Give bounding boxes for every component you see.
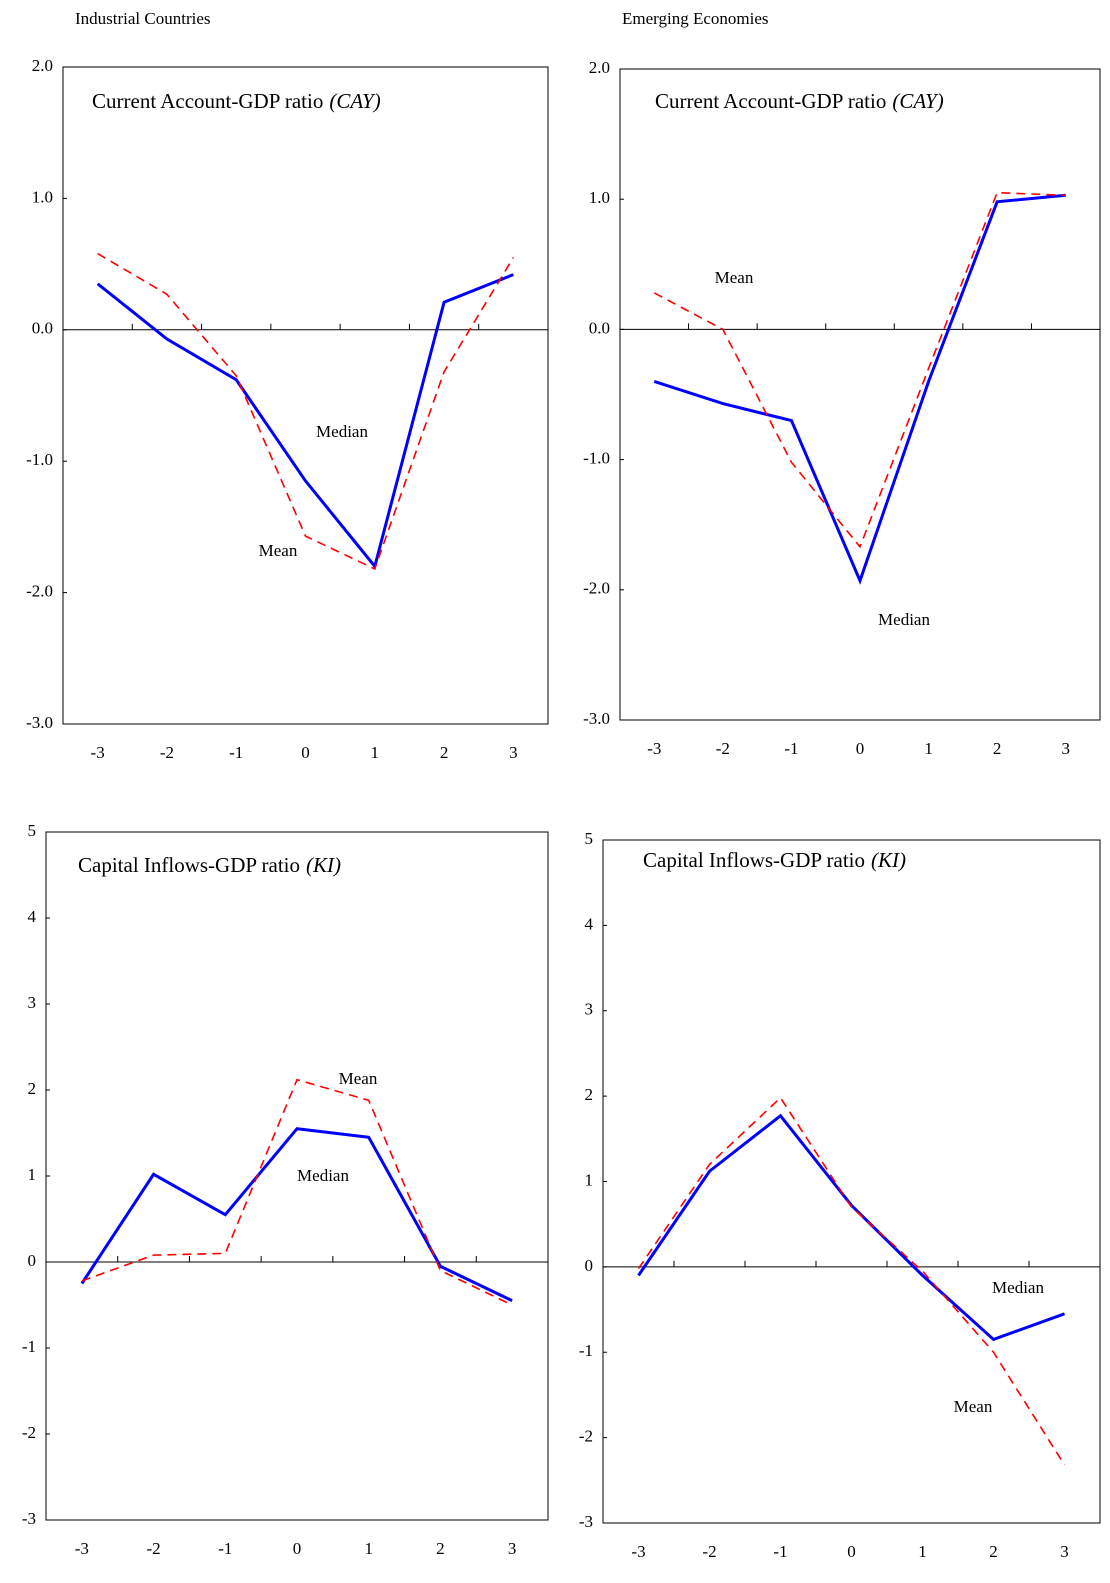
- x-tick-label: 1: [924, 739, 933, 758]
- x-tick-label: 0: [847, 1542, 856, 1561]
- x-tick-label: 0: [301, 743, 310, 762]
- y-tick-label: 3: [28, 993, 37, 1012]
- y-tick-label: 0: [585, 1256, 594, 1275]
- y-tick-label: 2: [28, 1079, 37, 1098]
- title-text: Current Account-GDP ratio: [92, 89, 323, 113]
- y-tick-label: 1.0: [32, 187, 53, 206]
- series-annotation: Mean: [954, 1397, 993, 1416]
- title-text: Current Account-GDP ratio: [655, 89, 886, 113]
- series-line: [97, 252, 515, 571]
- series-annotation: Median: [297, 1166, 349, 1185]
- y-tick-label: -2.0: [26, 582, 53, 601]
- title-abbrev: (KI): [871, 848, 906, 872]
- title-abbrev: (CAY): [892, 89, 943, 113]
- x-tick-label: -2: [146, 1539, 160, 1558]
- series-line: [80, 1127, 513, 1303]
- y-tick-label: 2.0: [32, 56, 53, 75]
- y-tick-label: -3.0: [583, 709, 610, 728]
- series-line: [637, 1113, 1066, 1342]
- series-annotation: Mean: [715, 268, 754, 287]
- column-header: Emerging Economies: [622, 9, 769, 28]
- chart-title: Capital Inflows-GDP ratio (KI): [643, 848, 906, 872]
- x-tick-label: 2: [993, 739, 1002, 758]
- x-tick-label: -3: [75, 1539, 89, 1558]
- y-tick-label: 0.0: [589, 318, 610, 337]
- series-annotation: Median: [316, 422, 368, 441]
- y-tick-label: 1.0: [589, 188, 610, 207]
- chart-title: Current Account-GDP ratio (CAY): [655, 89, 944, 113]
- x-tick-label: 3: [508, 1539, 517, 1558]
- y-tick-label: 2: [585, 1085, 594, 1104]
- y-tick-label: -3: [579, 1512, 593, 1531]
- y-tick-label: -1: [579, 1341, 593, 1360]
- x-tick-label: -1: [773, 1542, 787, 1561]
- y-tick-label: 4: [585, 914, 594, 933]
- series-annotation: Mean: [339, 1069, 378, 1088]
- y-tick-label: -1.0: [26, 450, 53, 469]
- x-tick-label: 3: [509, 743, 518, 762]
- x-tick-label: 1: [364, 1539, 373, 1558]
- plot-frame: [602, 839, 1101, 1524]
- x-tick-label: -3: [91, 743, 105, 762]
- series-line: [637, 1096, 1066, 1466]
- title-text: Capital Inflows-GDP ratio: [643, 848, 865, 872]
- x-tick-label: 3: [1060, 1542, 1069, 1561]
- x-tick-label: 2: [989, 1542, 998, 1561]
- series-line: [653, 191, 1066, 549]
- y-tick-label: 3: [585, 1000, 594, 1019]
- x-tick-label: -2: [716, 739, 730, 758]
- x-tick-label: 0: [293, 1539, 302, 1558]
- y-tick-label: -1.0: [583, 449, 610, 468]
- x-tick-label: 1: [918, 1542, 927, 1561]
- x-tick-label: 3: [1061, 739, 1070, 758]
- title-text: Capital Inflows-GDP ratio: [78, 853, 300, 877]
- y-tick-label: -3: [22, 1509, 36, 1528]
- series-line: [96, 273, 514, 570]
- x-tick-label: -1: [784, 739, 798, 758]
- y-tick-label: 0: [28, 1251, 37, 1270]
- series-line: [81, 1078, 513, 1306]
- y-tick-label: -2.0: [583, 579, 610, 598]
- plot-frame: [62, 66, 549, 725]
- plot-frame: [619, 68, 1101, 721]
- x-tick-label: -3: [647, 739, 661, 758]
- y-tick-label: -3.0: [26, 713, 53, 732]
- y-tick-label: 5: [28, 821, 37, 840]
- x-tick-label: -2: [702, 1542, 716, 1561]
- x-tick-label: -2: [160, 743, 174, 762]
- x-tick-label: 0: [856, 739, 865, 758]
- y-tick-label: -1: [22, 1337, 36, 1356]
- series-annotation: Median: [878, 610, 930, 629]
- title-abbrev: (CAY): [329, 89, 380, 113]
- series-annotation: Mean: [259, 541, 298, 560]
- y-tick-label: 1: [28, 1165, 37, 1184]
- y-tick-label: 1: [585, 1170, 594, 1189]
- chart-title: Capital Inflows-GDP ratio (KI): [78, 853, 341, 877]
- x-tick-label: 1: [371, 743, 380, 762]
- y-tick-label: -2: [22, 1423, 36, 1442]
- x-tick-label: -1: [218, 1539, 232, 1558]
- y-tick-label: 2.0: [589, 58, 610, 77]
- title-abbrev: (KI): [306, 853, 341, 877]
- x-tick-label: 2: [440, 743, 449, 762]
- series-line: [653, 193, 1066, 585]
- series-annotation: Median: [992, 1278, 1044, 1297]
- y-tick-label: 5: [585, 829, 594, 848]
- y-tick-label: 0.0: [32, 319, 53, 338]
- column-header: Industrial Countries: [75, 9, 211, 28]
- x-tick-label: -3: [631, 1542, 645, 1561]
- x-tick-label: -1: [229, 743, 243, 762]
- x-tick-label: 2: [436, 1539, 445, 1558]
- y-tick-label: -2: [579, 1427, 593, 1446]
- y-tick-label: 4: [28, 907, 37, 926]
- chart-title: Current Account-GDP ratio (CAY): [92, 89, 381, 113]
